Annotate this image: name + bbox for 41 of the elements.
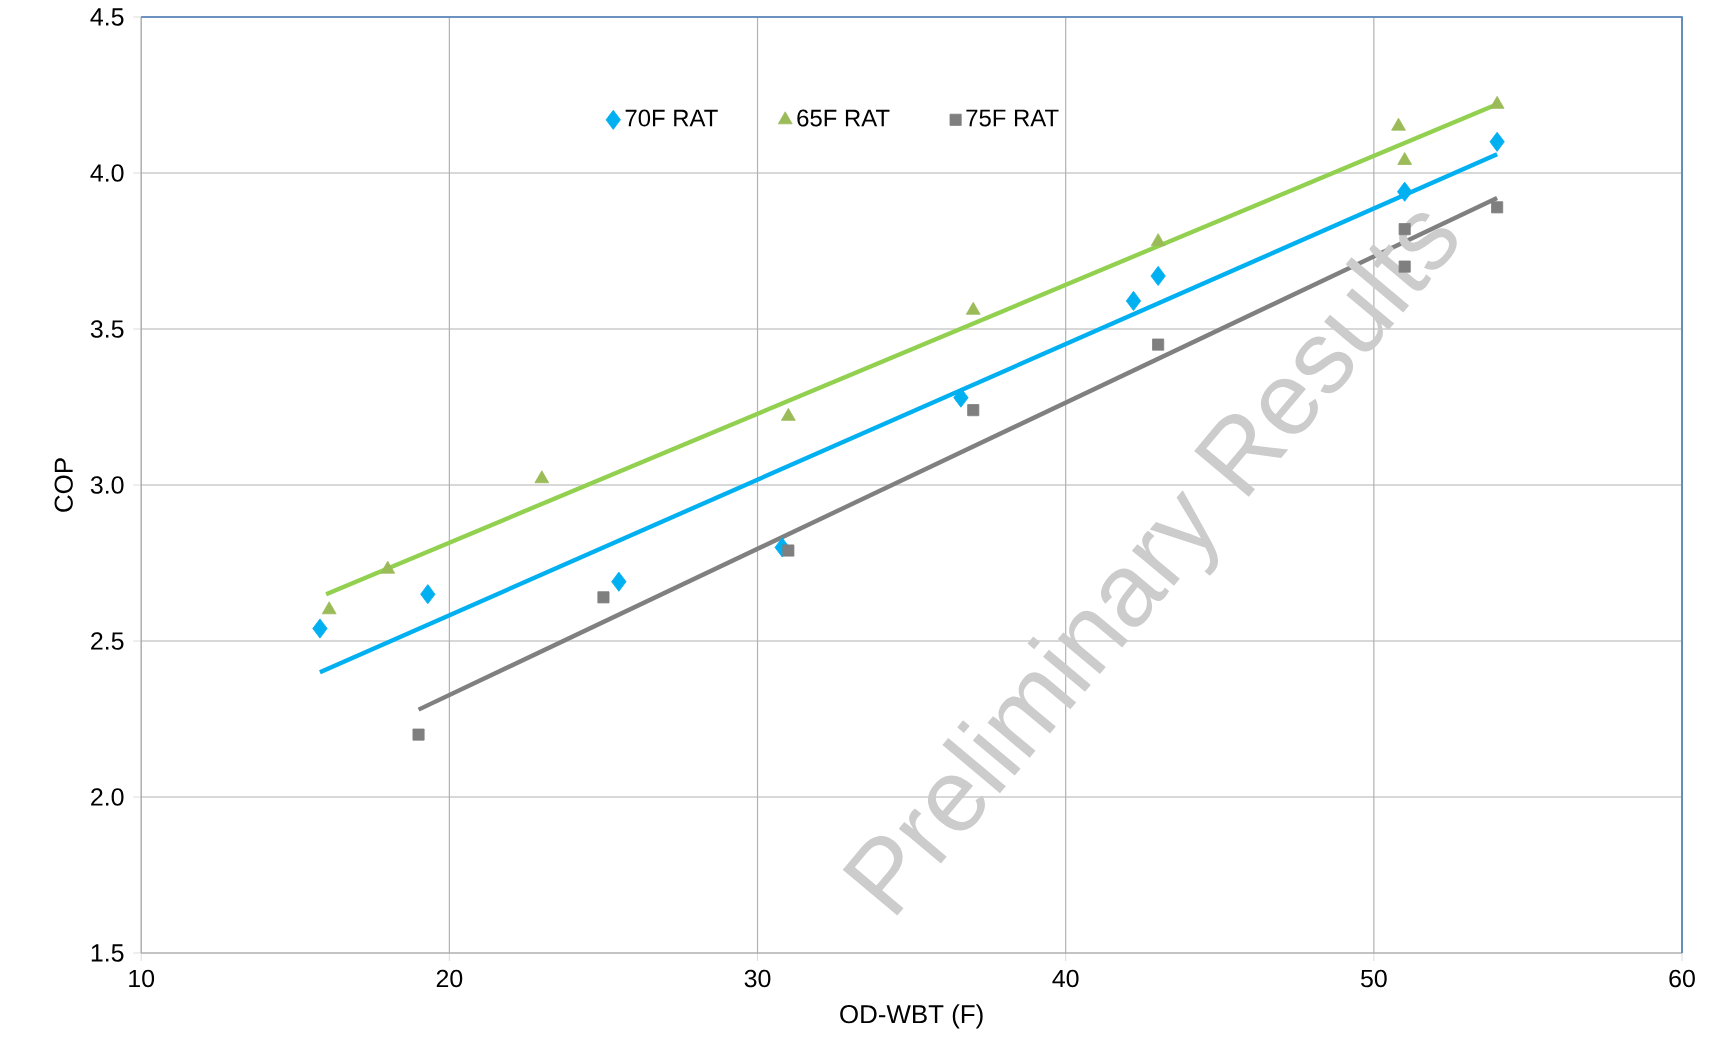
y-tick-label: 3.5 [90,320,124,338]
legend-label: 65F RAT [797,109,890,127]
point [1397,181,1413,202]
x-tick-label: 40 [1052,969,1079,988]
x-tick-label: 10 [129,969,155,988]
y-tick-label: 3.0 [90,476,124,494]
y-tick-label: 4.0 [90,164,124,182]
x-tick-label: 20 [436,969,463,988]
point [1397,152,1412,165]
legend-label: 70F RAT [625,109,718,127]
point [412,728,425,741]
point [534,470,550,484]
point [611,571,627,592]
point [420,584,436,605]
y-tick-label: 2.5 [91,632,124,650]
point [965,301,981,315]
point [782,544,795,557]
x-axis-title: OD-WBT (F) [840,1004,983,1029]
legend-label: 75F RAT [966,109,1059,127]
y-tick-label: 1.5 [91,944,124,962]
point [1125,290,1142,311]
point [781,407,796,421]
point [1391,117,1406,131]
x-tick-label: 60 [1669,969,1695,988]
y-tick-label: 4.5 [90,8,124,26]
point [321,601,337,615]
point [1491,201,1504,214]
point [1150,233,1166,247]
y-tick-label: 2.0 [91,788,124,806]
point [597,591,610,604]
point [1489,95,1505,109]
x-tick-label: 30 [744,969,771,988]
x-tick-label: 50 [1361,969,1387,988]
y-axis-title: COP [54,458,73,512]
point [1489,131,1505,152]
point [312,618,328,639]
point [380,560,396,574]
point [967,404,980,417]
point [953,387,969,408]
point [1150,265,1166,286]
point [1152,338,1165,351]
